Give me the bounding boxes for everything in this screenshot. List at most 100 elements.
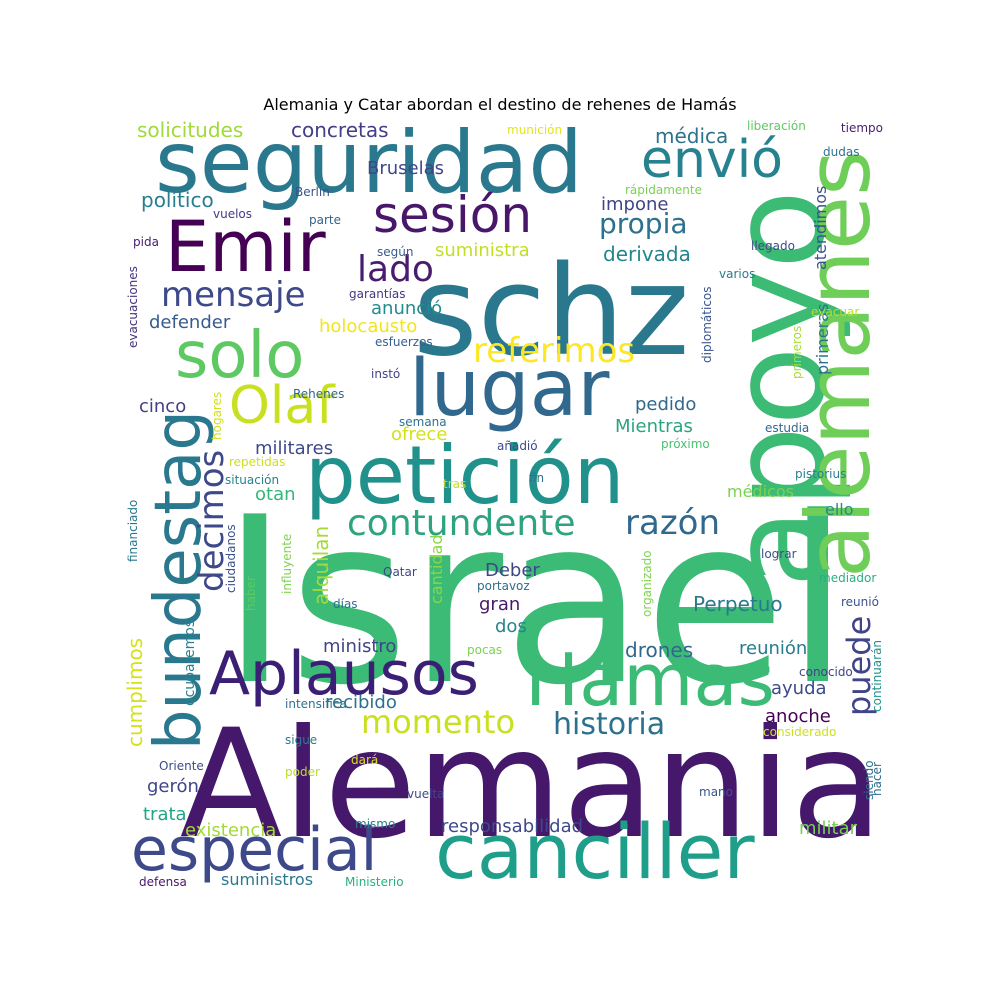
cloud-word: Berlín [295, 185, 330, 199]
cloud-word: Qatar [383, 565, 417, 579]
cloud-word: momento [361, 703, 516, 741]
cloud-word: alquilan [309, 525, 333, 605]
cloud-word: anunció [371, 298, 443, 319]
cloud-word: político [141, 188, 214, 212]
cloud-word: evacuar [811, 305, 860, 319]
cloud-word: Deber [485, 560, 540, 581]
cloud-word: ocuparemos [182, 619, 198, 706]
cloud-word: rápidamente [625, 183, 702, 197]
cloud-word: Hamas [525, 638, 776, 722]
cloud-word: sesión [373, 186, 533, 244]
cloud-word: situación [225, 473, 280, 487]
cloud-word: Emir [165, 206, 326, 288]
cloud-word: intensifica [285, 697, 347, 711]
cloud-word: anoche [765, 706, 831, 727]
cloud-word: Alemania [179, 698, 883, 872]
cloud-word: cinco [139, 396, 187, 417]
cloud-word: dos [495, 616, 527, 637]
cloud-word: canciller [435, 807, 755, 892]
word-cloud: Israel Alemania apoyo schz alemanes seguridad… [125, 120, 885, 892]
cloud-word: ofrece [391, 424, 448, 445]
cloud-word: lograr [761, 547, 797, 561]
cloud-word: Bruselas [367, 158, 445, 179]
cloud-word: seguridad [155, 120, 583, 213]
cloud-word: holocausto [319, 316, 418, 337]
cloud-word: según [377, 245, 414, 259]
cloud-word: derivada [603, 242, 691, 266]
cloud-word: reunió [841, 595, 879, 609]
cloud-word: existencia [185, 820, 277, 841]
cloud-word: Ministerio [345, 875, 404, 889]
cloud-word: repetidas [229, 455, 286, 469]
cloud-word: historia [553, 707, 666, 742]
cloud-word: financiado [126, 499, 140, 562]
cloud-word: Rehenes [293, 387, 345, 401]
cloud-word: recibido [325, 692, 397, 713]
cloud-word: mediador [819, 571, 877, 585]
cloud-word: hogares [210, 391, 224, 440]
cloud-word: especial [131, 815, 378, 885]
cloud-word: continuarán [870, 639, 884, 712]
cloud-word: Mientras [615, 416, 693, 437]
cloud-word: Perpetuo [693, 592, 783, 616]
cloud-word: suministra [435, 240, 530, 261]
cloud-word: instó [371, 367, 401, 381]
cloud-word: dudas [823, 145, 860, 159]
cloud-word: portavoz [477, 579, 530, 593]
cloud-word: sigue [285, 733, 318, 747]
cloud-word: gerón [147, 776, 199, 797]
cloud-word: Olaf [229, 376, 335, 436]
cloud-word: gran [479, 594, 521, 615]
cloud-word: llegado [751, 239, 795, 253]
cloud-word: Oriente [159, 759, 204, 773]
cloud-word: lugar [409, 344, 610, 434]
cloud-word: médica [655, 124, 729, 148]
cloud-word: propia [599, 207, 688, 240]
cloud-word: razón [625, 503, 721, 543]
cloud-word: pida [133, 235, 159, 249]
cloud-word: semana [399, 415, 447, 429]
cloud-word: atendimos [811, 185, 830, 270]
cloud-word: tras [443, 477, 467, 491]
cloud-word: otan [255, 484, 296, 505]
cloud-word: ciudadanos [224, 524, 238, 593]
cloud-word: conocido [799, 665, 853, 679]
cloud-word: poder [285, 765, 320, 779]
cloud-word: organizado [640, 550, 654, 617]
cloud-word: añadió [497, 439, 538, 453]
cloud-word: mano [699, 785, 733, 799]
cloud-word: pocas [467, 643, 503, 657]
cloud-word: parte [309, 213, 341, 227]
cloud-word: munición [507, 123, 563, 137]
cloud-word: varios [719, 267, 756, 281]
chart-title: Alemania y Catar abordan el destino de r… [263, 95, 737, 114]
cloud-word: militar [799, 818, 858, 839]
cloud-word: médicos [727, 482, 794, 501]
cloud-word: defensa [139, 875, 187, 889]
cloud-word: ello [825, 500, 854, 519]
cloud-word: días [333, 597, 358, 611]
cloud-word: reunión [739, 638, 808, 659]
cloud-word: defender [149, 312, 231, 333]
cloud-word: vuelos [213, 207, 253, 221]
cloud-word: solicitudes [137, 120, 244, 142]
cloud-word: ministro [323, 636, 397, 657]
cloud-word: ayuda [771, 678, 827, 699]
cloud-word: vuelta [407, 787, 445, 801]
cloud-word: diplomáticos [700, 286, 714, 363]
cloud-word: liberación [747, 120, 806, 133]
cloud-word: mismo [355, 817, 396, 831]
cloud-word: pistorius [795, 467, 847, 481]
cloud-word: concretas [291, 120, 389, 142]
cloud-word: fin [529, 471, 545, 485]
cloud-word: militares [255, 438, 334, 459]
cloud-word: responsabilidad [441, 816, 584, 837]
cloud-word: petición [305, 429, 625, 522]
cloud-word: haber [244, 576, 258, 611]
cloud-word: tiempo [840, 121, 883, 135]
cloud-word: considerado [763, 725, 837, 739]
cloud-word: siendo [862, 760, 876, 800]
cloud-word: cantidad [427, 534, 446, 604]
cloud-word: primeros [790, 325, 804, 379]
cloud-word: Israel [221, 469, 850, 736]
